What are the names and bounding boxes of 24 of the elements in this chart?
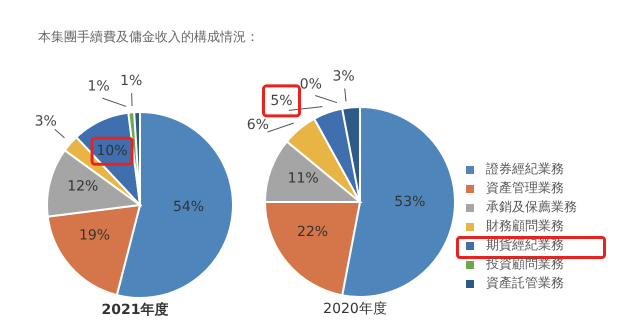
legend-label: 期貨經紀業務 bbox=[486, 237, 564, 255]
data-label: 10% bbox=[96, 143, 128, 160]
legend-label: 資產管理業務 bbox=[486, 180, 564, 198]
data-label: 54% bbox=[172, 198, 204, 215]
data-label: 1% bbox=[88, 78, 110, 95]
data-label: 3% bbox=[332, 68, 355, 85]
legend-label: 投資顧問業務 bbox=[486, 256, 564, 274]
legend-label: 資產託管業務 bbox=[486, 275, 564, 293]
data-label: 1% bbox=[120, 73, 142, 90]
chart-title: 本集團手續費及傭金收入的構成情況： bbox=[38, 29, 259, 46]
data-label: 3% bbox=[34, 113, 57, 130]
text: 2021年度 bbox=[100, 301, 170, 319]
data-label: 19% bbox=[78, 228, 110, 244]
legend-label: 承銷及保薦業務 bbox=[486, 199, 577, 217]
legend-label: 財務顧問業務 bbox=[486, 218, 564, 236]
data-label: 5% bbox=[270, 92, 293, 109]
legend-label: 證券經紀業務 bbox=[486, 161, 564, 179]
data-label: 22% bbox=[296, 224, 328, 240]
data-label: 6% bbox=[246, 116, 269, 133]
data-label: 11% bbox=[288, 170, 319, 186]
data-label: 53% bbox=[394, 194, 426, 210]
data-label: 12% bbox=[67, 178, 98, 195]
text: 2020年度 bbox=[322, 300, 388, 318]
text: 0% bbox=[300, 76, 322, 92]
